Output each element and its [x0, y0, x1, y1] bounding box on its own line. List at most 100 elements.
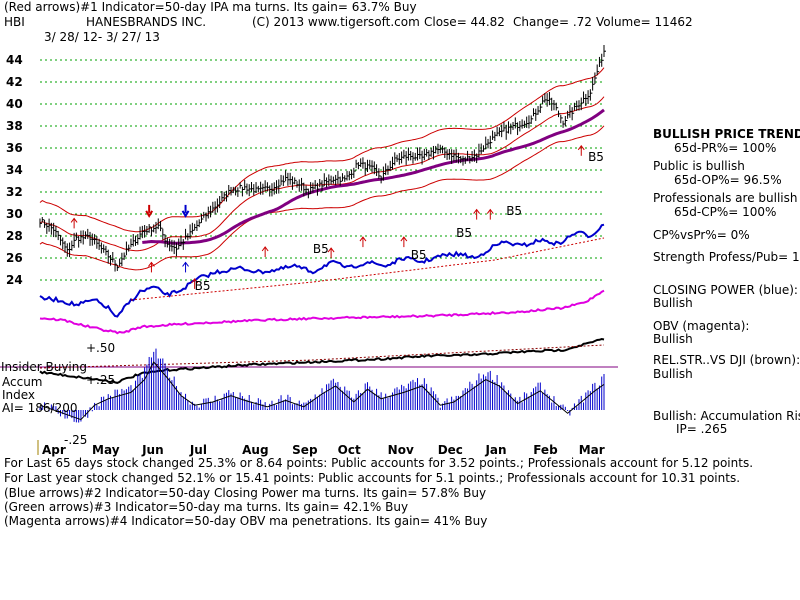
annotation-b5: B5 — [588, 149, 604, 164]
y-tick-28: 28 — [6, 229, 23, 243]
cpvspr-value: CP%vsPr%= 0% — [653, 228, 750, 242]
y-tick-42: 42 — [6, 75, 23, 89]
y-tick-26: 26 — [6, 251, 23, 265]
arrow-head — [261, 246, 269, 252]
arrow-head — [145, 210, 154, 218]
accumulation-panel — [37, 348, 605, 455]
price-bands — [39, 67, 605, 271]
annotation-b5: B5 — [506, 203, 523, 218]
arrow-head — [181, 210, 190, 218]
upper-band — [39, 67, 605, 233]
indicator-line-green: (Green arrows)#3 Indicator=50-day ma tur… — [4, 500, 409, 514]
lower-band — [39, 125, 605, 271]
price-bars — [39, 45, 606, 272]
red-arrow-up — [473, 208, 481, 220]
change-value: Change= .72 — [513, 15, 592, 29]
arrow-head — [182, 261, 189, 267]
red-arrow-up — [359, 236, 367, 248]
plus25-label: +.25 — [86, 373, 116, 387]
ip-value: IP= .265 — [676, 422, 728, 436]
arrow-head — [359, 236, 367, 242]
cp-value: 65d-CP%= 100% — [674, 205, 777, 219]
pr-value: 65d-PR%= 100% — [674, 141, 777, 155]
x-tick-jan: Jan — [485, 443, 507, 457]
public-label: Public is bullish — [653, 159, 745, 173]
relative-strength-panel — [39, 337, 605, 384]
footer-65day: For Last 65 days stock changed 25.3% or … — [4, 456, 754, 470]
accum-rising-label: Bullish: Accumulation Rising — [653, 409, 800, 423]
x-tick-mar: Mar — [578, 443, 605, 457]
y-tick-32: 32 — [6, 185, 23, 199]
red-arrow-up — [327, 247, 335, 259]
x-tick-oct: Oct — [337, 443, 361, 457]
blue-arrow-down — [181, 204, 190, 218]
red-arrow-up — [261, 246, 269, 257]
minus25-label: -.25 — [64, 433, 88, 447]
op-value: 65d-OP%= 96.5% — [674, 173, 782, 187]
obv-line — [39, 289, 605, 335]
annotation-b5: B5 — [456, 225, 473, 240]
relstr-ma — [39, 344, 605, 369]
plus50-label: +.50 — [86, 341, 116, 355]
price-gridlines — [0, 59, 618, 368]
moving-average — [142, 108, 605, 245]
obv-value: Bullish — [653, 332, 693, 346]
indicator-line-red: (Red arrows)#1 Indicator=50-day IPA ma t… — [4, 0, 417, 14]
accum-label: Accum — [2, 375, 43, 389]
volume-value: Volume= 11462 — [596, 15, 693, 29]
y-tick-34: 34 — [6, 163, 23, 177]
copyright: (C) 2013 www.tigersoft.com — [252, 15, 420, 29]
close-value: Close= 44.82 — [424, 15, 505, 29]
blue-arrow-up — [182, 261, 189, 273]
y-tick-36: 36 — [6, 141, 23, 155]
annotation-b5: B5 — [410, 247, 427, 262]
indicator-line-magenta: (Magenta arrows)#4 Indicator=50-day OBV … — [4, 514, 488, 528]
relstr-line — [39, 337, 605, 384]
x-tick-jun: Jun — [142, 443, 164, 457]
annotation-b5: B5 — [194, 278, 211, 293]
arrow-head — [70, 217, 78, 223]
arrow-head — [486, 208, 494, 214]
ticker: HBI — [4, 15, 25, 29]
x-tick-apr: Apr — [42, 443, 66, 457]
x-tick-jul: Jul — [189, 443, 207, 457]
arrow-head — [577, 144, 585, 151]
accum-ma — [39, 361, 605, 421]
y-tick-30: 30 — [6, 207, 23, 221]
arrow-head — [148, 261, 155, 267]
closing-power-ma — [130, 237, 605, 301]
mid-average — [39, 96, 605, 252]
x-tick-feb: Feb — [533, 443, 558, 457]
y-tick-40: 40 — [6, 97, 23, 111]
obv-label: OBV (magenta): — [653, 319, 750, 333]
red-arrow-up — [577, 144, 585, 156]
x-tick-sep: Sep — [292, 443, 318, 457]
x-tick-aug: Aug — [242, 443, 269, 457]
arrow-head — [400, 236, 408, 242]
ma50-line — [142, 108, 605, 245]
y-tick-38: 38 — [6, 119, 23, 133]
date-range: 3/ 28/ 12- 3/ 27/ 13 — [44, 30, 160, 44]
red-arrow-up — [70, 217, 78, 229]
company-name: HANESBRANDS INC. — [86, 15, 207, 29]
index-label: Index — [2, 388, 36, 402]
closing-power-value: Bullish — [653, 296, 693, 310]
insider-buying-label: Insider Buying — [1, 360, 87, 374]
relstr-value: Bullish — [653, 367, 693, 381]
trend-title: BULLISH PRICE TREND — [653, 127, 800, 141]
closing-power-panel — [39, 223, 605, 318]
closing-power-label: CLOSING POWER (blue): — [653, 283, 798, 297]
footer-year: For Last year stock changed 52.1% or 15.… — [4, 471, 741, 485]
signal-arrows — [70, 144, 585, 289]
x-tick-dec: Dec — [437, 443, 463, 457]
relstr-label: REL.STR..VS DJI (brown): — [653, 353, 800, 367]
y-tick-44: 44 — [6, 53, 23, 67]
arrow-head — [191, 278, 199, 284]
strength-value: Strength Profess/Pub= 1.5 — [653, 250, 800, 264]
y-tick-24: 24 — [6, 273, 23, 287]
x-tick-nov: Nov — [387, 443, 414, 457]
pro-label: Professionals are bullish — [653, 191, 798, 205]
red-arrow-up — [191, 278, 199, 289]
x-tick-may: May — [92, 443, 120, 457]
